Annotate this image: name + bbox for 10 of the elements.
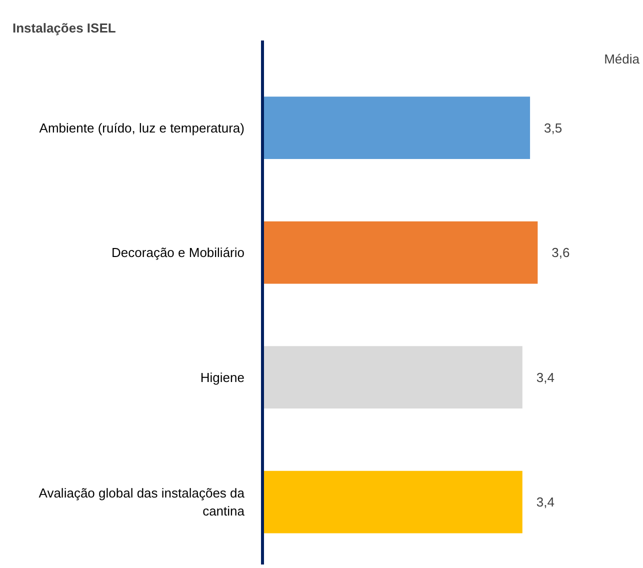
data-label: 3,5 [544,120,562,136]
text: Média [604,52,640,67]
data-label: 3,6 [552,245,570,260]
y-tick-label: Higiene [200,370,245,385]
data-label: 3,4 [536,494,554,510]
y-tick-label: Ambiente (ruído, luz e temperatura) [39,120,245,136]
y-tick-label: Decoração e Mobiliário [112,245,244,260]
data-label: 3,4 [536,370,554,385]
text: Instalações ISEL [12,20,116,36]
y-tick-label: Avaliação global das instalações da cantina [38,486,246,519]
